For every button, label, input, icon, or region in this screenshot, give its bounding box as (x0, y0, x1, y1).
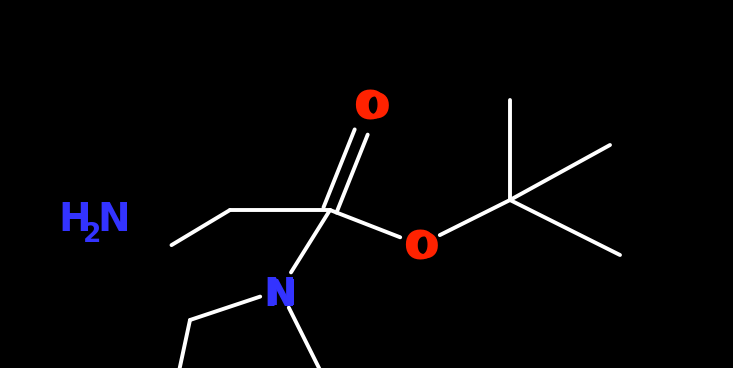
Text: N: N (97, 201, 130, 239)
Text: O: O (353, 89, 386, 127)
Text: O: O (403, 229, 436, 267)
Text: O: O (408, 231, 439, 265)
Text: 2: 2 (83, 222, 101, 248)
Text: H: H (58, 201, 91, 239)
Text: N: N (264, 276, 296, 314)
Text: O: O (360, 91, 391, 125)
Text: N: N (267, 278, 297, 312)
